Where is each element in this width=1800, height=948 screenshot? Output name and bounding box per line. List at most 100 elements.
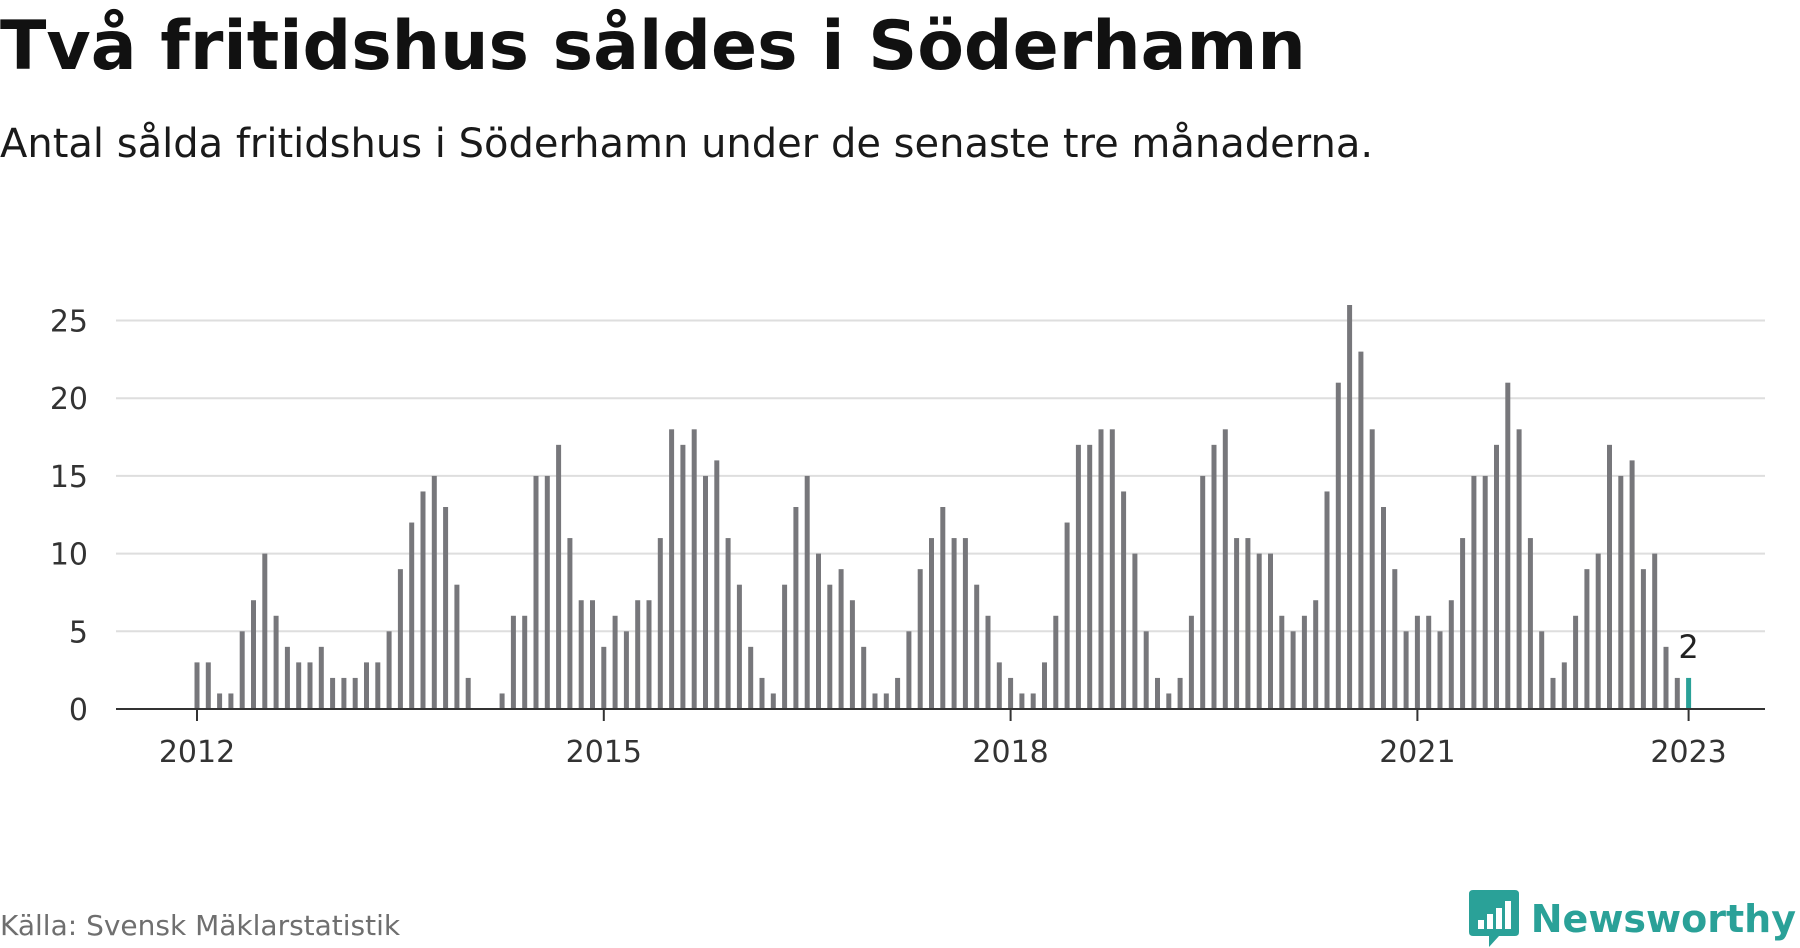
bar bbox=[1177, 677, 1183, 709]
bar bbox=[736, 584, 742, 709]
bar bbox=[1640, 569, 1646, 709]
bar bbox=[1347, 305, 1353, 709]
bar bbox=[341, 677, 347, 709]
bar bbox=[793, 507, 799, 709]
bar bbox=[284, 646, 290, 709]
bar bbox=[1527, 538, 1533, 709]
bar bbox=[1448, 600, 1454, 709]
bar bbox=[239, 631, 245, 709]
y-tick-label: 0 bbox=[69, 693, 88, 728]
bar bbox=[522, 615, 528, 709]
bar bbox=[985, 615, 991, 709]
bar bbox=[375, 662, 381, 709]
bar bbox=[1211, 444, 1217, 709]
bar bbox=[872, 693, 878, 709]
x-tick-label: 2012 bbox=[159, 735, 235, 770]
bar bbox=[601, 646, 607, 709]
bar bbox=[1188, 615, 1194, 709]
bar bbox=[205, 662, 211, 709]
bar bbox=[929, 538, 934, 709]
x-tick-label: 2018 bbox=[972, 735, 1048, 770]
bar bbox=[861, 646, 867, 709]
bar bbox=[1550, 677, 1556, 709]
bar bbox=[816, 553, 821, 709]
bar bbox=[296, 662, 302, 709]
bar bbox=[409, 522, 415, 709]
bar bbox=[1595, 553, 1601, 709]
bar bbox=[1618, 475, 1624, 709]
bar bbox=[838, 569, 844, 709]
bar bbox=[951, 538, 957, 709]
bar bbox=[262, 553, 268, 709]
bar bbox=[1674, 677, 1680, 709]
bar bbox=[1471, 475, 1477, 709]
y-tick-label: 10 bbox=[50, 538, 88, 573]
bar bbox=[352, 677, 358, 709]
bar bbox=[307, 662, 313, 709]
bar bbox=[1075, 444, 1081, 709]
bar bbox=[567, 538, 573, 709]
bar bbox=[1403, 631, 1409, 709]
bar bbox=[1584, 569, 1590, 709]
bar bbox=[612, 615, 618, 709]
bar bbox=[194, 662, 200, 709]
bar bbox=[1030, 693, 1036, 709]
bar bbox=[996, 662, 1002, 709]
bar bbox=[465, 677, 471, 709]
bar bbox=[770, 693, 776, 709]
bar bbox=[1437, 631, 1443, 709]
bar bbox=[1460, 538, 1466, 709]
bar bbox=[443, 507, 449, 709]
bar bbox=[1234, 538, 1240, 709]
bar bbox=[1109, 429, 1115, 709]
bar bbox=[454, 584, 460, 709]
bar bbox=[782, 584, 788, 709]
bar bbox=[748, 646, 754, 709]
bar bbox=[1494, 444, 1499, 709]
bar bbox=[895, 677, 901, 709]
bar bbox=[217, 693, 223, 709]
bar bbox=[1087, 444, 1093, 709]
newsworthy-icon bbox=[1468, 890, 1519, 947]
bar bbox=[1121, 491, 1127, 709]
bar bbox=[1200, 475, 1206, 709]
bar bbox=[1313, 600, 1319, 709]
bar bbox=[1268, 553, 1273, 709]
bar bbox=[1663, 646, 1669, 709]
y-tick-label: 25 bbox=[50, 305, 88, 340]
bar bbox=[827, 584, 833, 709]
bar bbox=[1132, 553, 1138, 709]
bar bbox=[1098, 429, 1104, 709]
bar bbox=[1392, 569, 1398, 709]
bar bbox=[330, 677, 336, 709]
chart-title: Två fritidshus såldes i Söderhamn bbox=[0, 7, 1306, 86]
bar bbox=[510, 615, 516, 709]
bar-chart: 0 5 10 15 20 25 2012 2015 2018 2021 2023 2 bbox=[50, 305, 1765, 770]
x-tick-label: 2015 bbox=[566, 735, 642, 770]
bar bbox=[1324, 491, 1330, 709]
bar bbox=[1053, 615, 1059, 709]
bar bbox=[917, 569, 923, 709]
y-tick-label: 5 bbox=[69, 615, 88, 650]
bar bbox=[556, 444, 562, 709]
bar bbox=[251, 600, 256, 709]
bar bbox=[1279, 615, 1285, 709]
bar bbox=[431, 475, 437, 709]
bar bbox=[420, 491, 426, 709]
bar bbox=[962, 538, 968, 709]
bar bbox=[1561, 662, 1567, 709]
bar bbox=[759, 677, 765, 709]
bar bbox=[1143, 631, 1149, 709]
bar bbox=[397, 569, 403, 709]
bar bbox=[1629, 460, 1635, 709]
bar bbox=[669, 429, 675, 709]
bar bbox=[1008, 677, 1014, 709]
bar bbox=[1335, 382, 1341, 709]
x-tick-label: 2023 bbox=[1650, 735, 1726, 770]
bar bbox=[1607, 444, 1612, 709]
bar bbox=[273, 615, 279, 709]
x-tick-label: 2021 bbox=[1379, 735, 1455, 770]
bar bbox=[646, 600, 652, 709]
bar bbox=[883, 693, 889, 709]
bar bbox=[623, 631, 629, 709]
